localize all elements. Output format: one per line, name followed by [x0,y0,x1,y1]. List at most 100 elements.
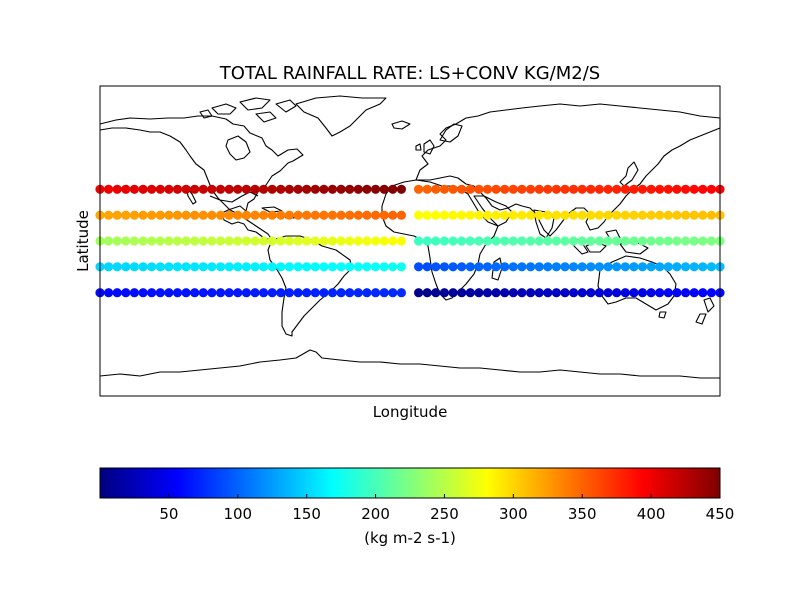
data-point [172,184,183,194]
data-point [526,236,536,246]
data-point [138,262,148,272]
data-point [706,262,717,272]
data-point [655,210,665,220]
data-point [164,262,174,272]
data-point [526,262,536,272]
data-point [439,210,449,220]
data-point [637,288,648,298]
data-point [345,184,355,194]
data-point [577,236,587,246]
data-point [104,210,114,220]
data-point [396,262,406,272]
data-point [293,288,303,298]
data-point [104,262,114,272]
data-point [259,236,269,246]
data-point [284,262,294,272]
data-point [448,288,458,298]
data-point [121,184,131,194]
data-point [681,262,691,272]
data-point [465,262,475,272]
data-point [327,236,338,246]
data-point [465,236,475,246]
data-point [310,288,320,298]
data-point [594,210,605,220]
data-point [474,288,484,298]
data-point [698,262,708,272]
data-point [491,262,501,272]
data-point [543,236,553,246]
data-point [302,210,312,220]
data-point [500,288,510,298]
data-point [172,288,183,298]
data-point [345,288,355,298]
data-point [612,210,622,220]
data-point [379,262,389,272]
data-point [431,262,441,272]
data-point [336,184,346,194]
data-point [663,288,673,298]
data-point [603,184,613,194]
data-point [663,210,673,220]
data-point [646,210,656,220]
data-point [655,184,665,194]
data-point [637,262,648,272]
data-point [500,262,510,272]
data-point [241,236,251,246]
data-point [353,184,363,194]
data-point [319,184,329,194]
data-point [345,210,355,220]
data-point [396,236,406,246]
coastline-madagascar [491,257,503,281]
data-point [121,210,131,220]
data-point [586,262,596,272]
data-point [259,262,269,272]
data-point [560,262,570,272]
data-point [698,184,708,194]
data-point [551,210,562,220]
data-point [422,210,432,220]
data-point [207,210,217,220]
data-point [164,210,174,220]
data-point [422,236,432,246]
data-point [310,210,320,220]
data-point [353,262,363,272]
data-point [422,184,432,194]
data-point [508,288,518,298]
data-point [224,210,234,220]
data-point [379,184,389,194]
coastline-greenland [295,95,387,137]
data-point [293,210,303,220]
coastline-britain [415,139,435,155]
data-point [681,210,691,220]
data-point [327,262,338,272]
data-point [474,184,484,194]
data-point [112,210,122,220]
data-point [121,288,131,298]
data-point [172,210,183,220]
data-point [594,184,605,194]
data-point [319,236,329,246]
data-point [534,184,544,194]
coastline-tasmania [658,311,667,319]
data-point [474,236,484,246]
data-point [181,210,191,220]
data-point [646,184,656,194]
data-point [310,236,320,246]
y-axis-label: Latitude [74,210,92,272]
data-point [388,236,398,246]
colorbar: 50 100 150 200 250 300 350 400 450 (kg m-2 s-1) [99,467,734,547]
data-point [233,210,243,220]
data-point [629,184,639,194]
data-point [508,236,518,246]
data-point [276,262,286,272]
data-point [216,262,226,272]
colorbar-label: (kg m-2 s-1) [364,529,456,547]
data-point [491,184,501,194]
data-point [672,210,682,220]
data-point [147,262,157,272]
data-point [345,236,355,246]
data-point [612,262,622,272]
data-point [414,210,424,220]
data-point [577,184,587,194]
